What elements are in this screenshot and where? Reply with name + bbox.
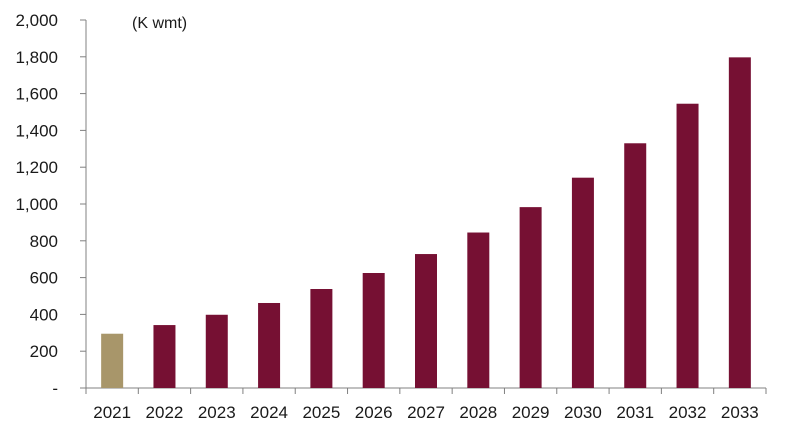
bar-2024 <box>258 302 281 388</box>
y-tick-label: 1,200 <box>15 158 58 177</box>
bar-2031 <box>624 143 647 388</box>
x-tick-label: 2026 <box>355 403 393 422</box>
x-tick-label: 2032 <box>669 403 707 422</box>
bar-2021 <box>101 333 124 388</box>
x-tick-label: 2030 <box>564 403 602 422</box>
y-tick-label: 800 <box>30 232 58 251</box>
x-tick-label: 2023 <box>198 403 236 422</box>
x-tick-label: 2027 <box>407 403 445 422</box>
x-tick-label: 2022 <box>146 403 184 422</box>
bar-2032 <box>676 103 699 388</box>
y-tick-label: 2,000 <box>15 11 58 30</box>
x-tick-label: 2033 <box>721 403 759 422</box>
x-tick-label: 2025 <box>302 403 340 422</box>
bar-2025 <box>310 289 333 388</box>
bar-2026 <box>362 273 385 388</box>
bar-2033 <box>728 57 751 389</box>
y-tick-label: 200 <box>30 342 58 361</box>
x-tick-label: 2021 <box>93 403 131 422</box>
x-tick-label: 2024 <box>250 403 288 422</box>
y-tick-label: 1,400 <box>15 121 58 140</box>
x-tick-label: 2028 <box>459 403 497 422</box>
bar-2027 <box>415 254 437 388</box>
y-tick-label: 600 <box>30 269 58 288</box>
x-tick-label: 2029 <box>512 403 550 422</box>
y-axis: - 200 400 600 800 1,000 1,200 1,400 1,600 1,800 2,… <box>15 11 87 398</box>
bar-2029 <box>519 207 542 388</box>
bars <box>101 57 751 389</box>
bar-2030 <box>571 177 594 388</box>
y-tick-label: - <box>52 379 58 398</box>
bar-2023 <box>205 314 228 388</box>
y-tick-label: 1,600 <box>15 85 58 104</box>
y-tick-label: 400 <box>30 305 58 324</box>
bar-2028 <box>467 232 490 388</box>
x-tick-label: 2031 <box>616 403 654 422</box>
bar-2022 <box>153 325 176 388</box>
y-tick-label: 1,800 <box>15 48 58 67</box>
unit-label: (K wmt) <box>132 15 187 32</box>
y-tick-label: 1,000 <box>15 195 58 214</box>
x-axis: 2021 2022 2023 2024 2025 2026 2027 2028 2029 2030… <box>85 387 767 422</box>
